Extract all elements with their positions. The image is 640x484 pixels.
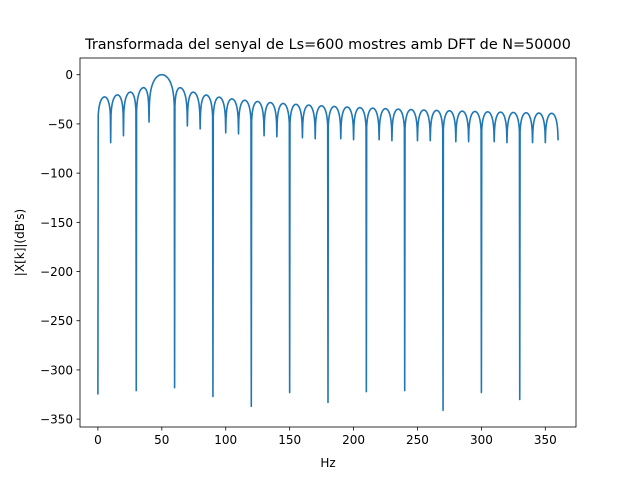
- spectrum-series-line: [97, 73, 559, 412]
- y-tick-label: −200: [40, 265, 73, 279]
- chart-title: Transformada del senyal de Ls=600 mostre…: [84, 37, 571, 53]
- plot-frame: [79, 57, 577, 428]
- x-tick-label: 300: [470, 433, 493, 447]
- y-tick-label: −250: [40, 314, 73, 328]
- y-tick-label: −100: [40, 167, 73, 181]
- x-tick-label: 100: [214, 433, 237, 447]
- x-tick-label: 200: [342, 433, 365, 447]
- y-tick-label: 0: [65, 68, 73, 82]
- x-tick-label: 150: [278, 433, 301, 447]
- x-axis-ticks: 0 50 100 150 200 250 300 350: [94, 427, 557, 447]
- x-tick-label: 250: [406, 433, 429, 447]
- y-axis-ticks: 0 −50 −100 −150 −200 −250 −300 −350: [40, 68, 80, 427]
- y-tick-label: −350: [40, 413, 73, 427]
- y-tick-label: −50: [48, 117, 73, 131]
- x-tick-label: 0: [94, 433, 102, 447]
- y-axis-label: |X[k]|(dB's): [13, 209, 27, 276]
- y-tick-label: −300: [40, 363, 73, 377]
- x-tick-label: 350: [534, 433, 557, 447]
- x-tick-label: 50: [154, 433, 169, 447]
- plot-layer: [97, 73, 559, 412]
- y-tick-label: −150: [40, 216, 73, 230]
- x-axis-label: Hz: [320, 456, 335, 470]
